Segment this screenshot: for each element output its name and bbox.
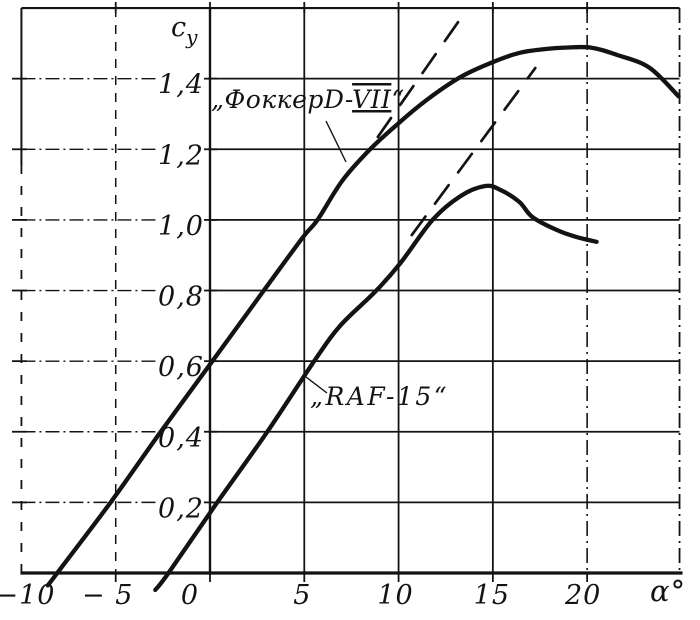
- y-axis-title: cу: [171, 12, 198, 49]
- x-tick-label-10: 10: [377, 580, 413, 611]
- x-tick-label-0: 0: [181, 580, 199, 611]
- raf-linear-extension-dashed: [410, 66, 537, 237]
- y-tick-label-0.6: 0,6: [158, 352, 204, 383]
- fokker-label-leader-line: [325, 120, 347, 163]
- labels-layer: cуα°−10− 5 0 5 10 15 200,20,40,60,81,01,21,4 „…: [0, 12, 686, 611]
- y-tick-label-1: 1,0: [158, 211, 204, 242]
- x-tick-label--10: −10: [0, 580, 55, 611]
- x-tick-label-5: 5: [293, 580, 311, 611]
- raf-label-leader-line: [305, 376, 328, 394]
- x-tick-label-20: 20: [564, 580, 601, 611]
- curve-label-fokker: „ФоккерD-VII“: [211, 85, 405, 114]
- y-tick-label-1.4: 1,4: [158, 70, 204, 101]
- y-tick-label-0.2: 0,2: [158, 493, 204, 524]
- x-tick-label--5: − 5: [82, 580, 133, 611]
- y-tick-label-0.4: 0,4: [158, 423, 204, 454]
- curve-raf: [153, 183, 599, 593]
- x-axis-title: α°: [650, 574, 686, 608]
- x-tick-label-15: 15: [474, 580, 510, 611]
- curve-fokker: [45, 44, 681, 588]
- curves-layer: [45, 15, 681, 593]
- y-tick-label-1.2: 1,2: [158, 140, 204, 171]
- grid-layer: [12, 2, 683, 582]
- curve-label-raf: „RAF-15“: [310, 382, 449, 411]
- y-tick-label-0.8: 0,8: [158, 282, 204, 313]
- fokker-linear-extension-dashed: [376, 15, 464, 139]
